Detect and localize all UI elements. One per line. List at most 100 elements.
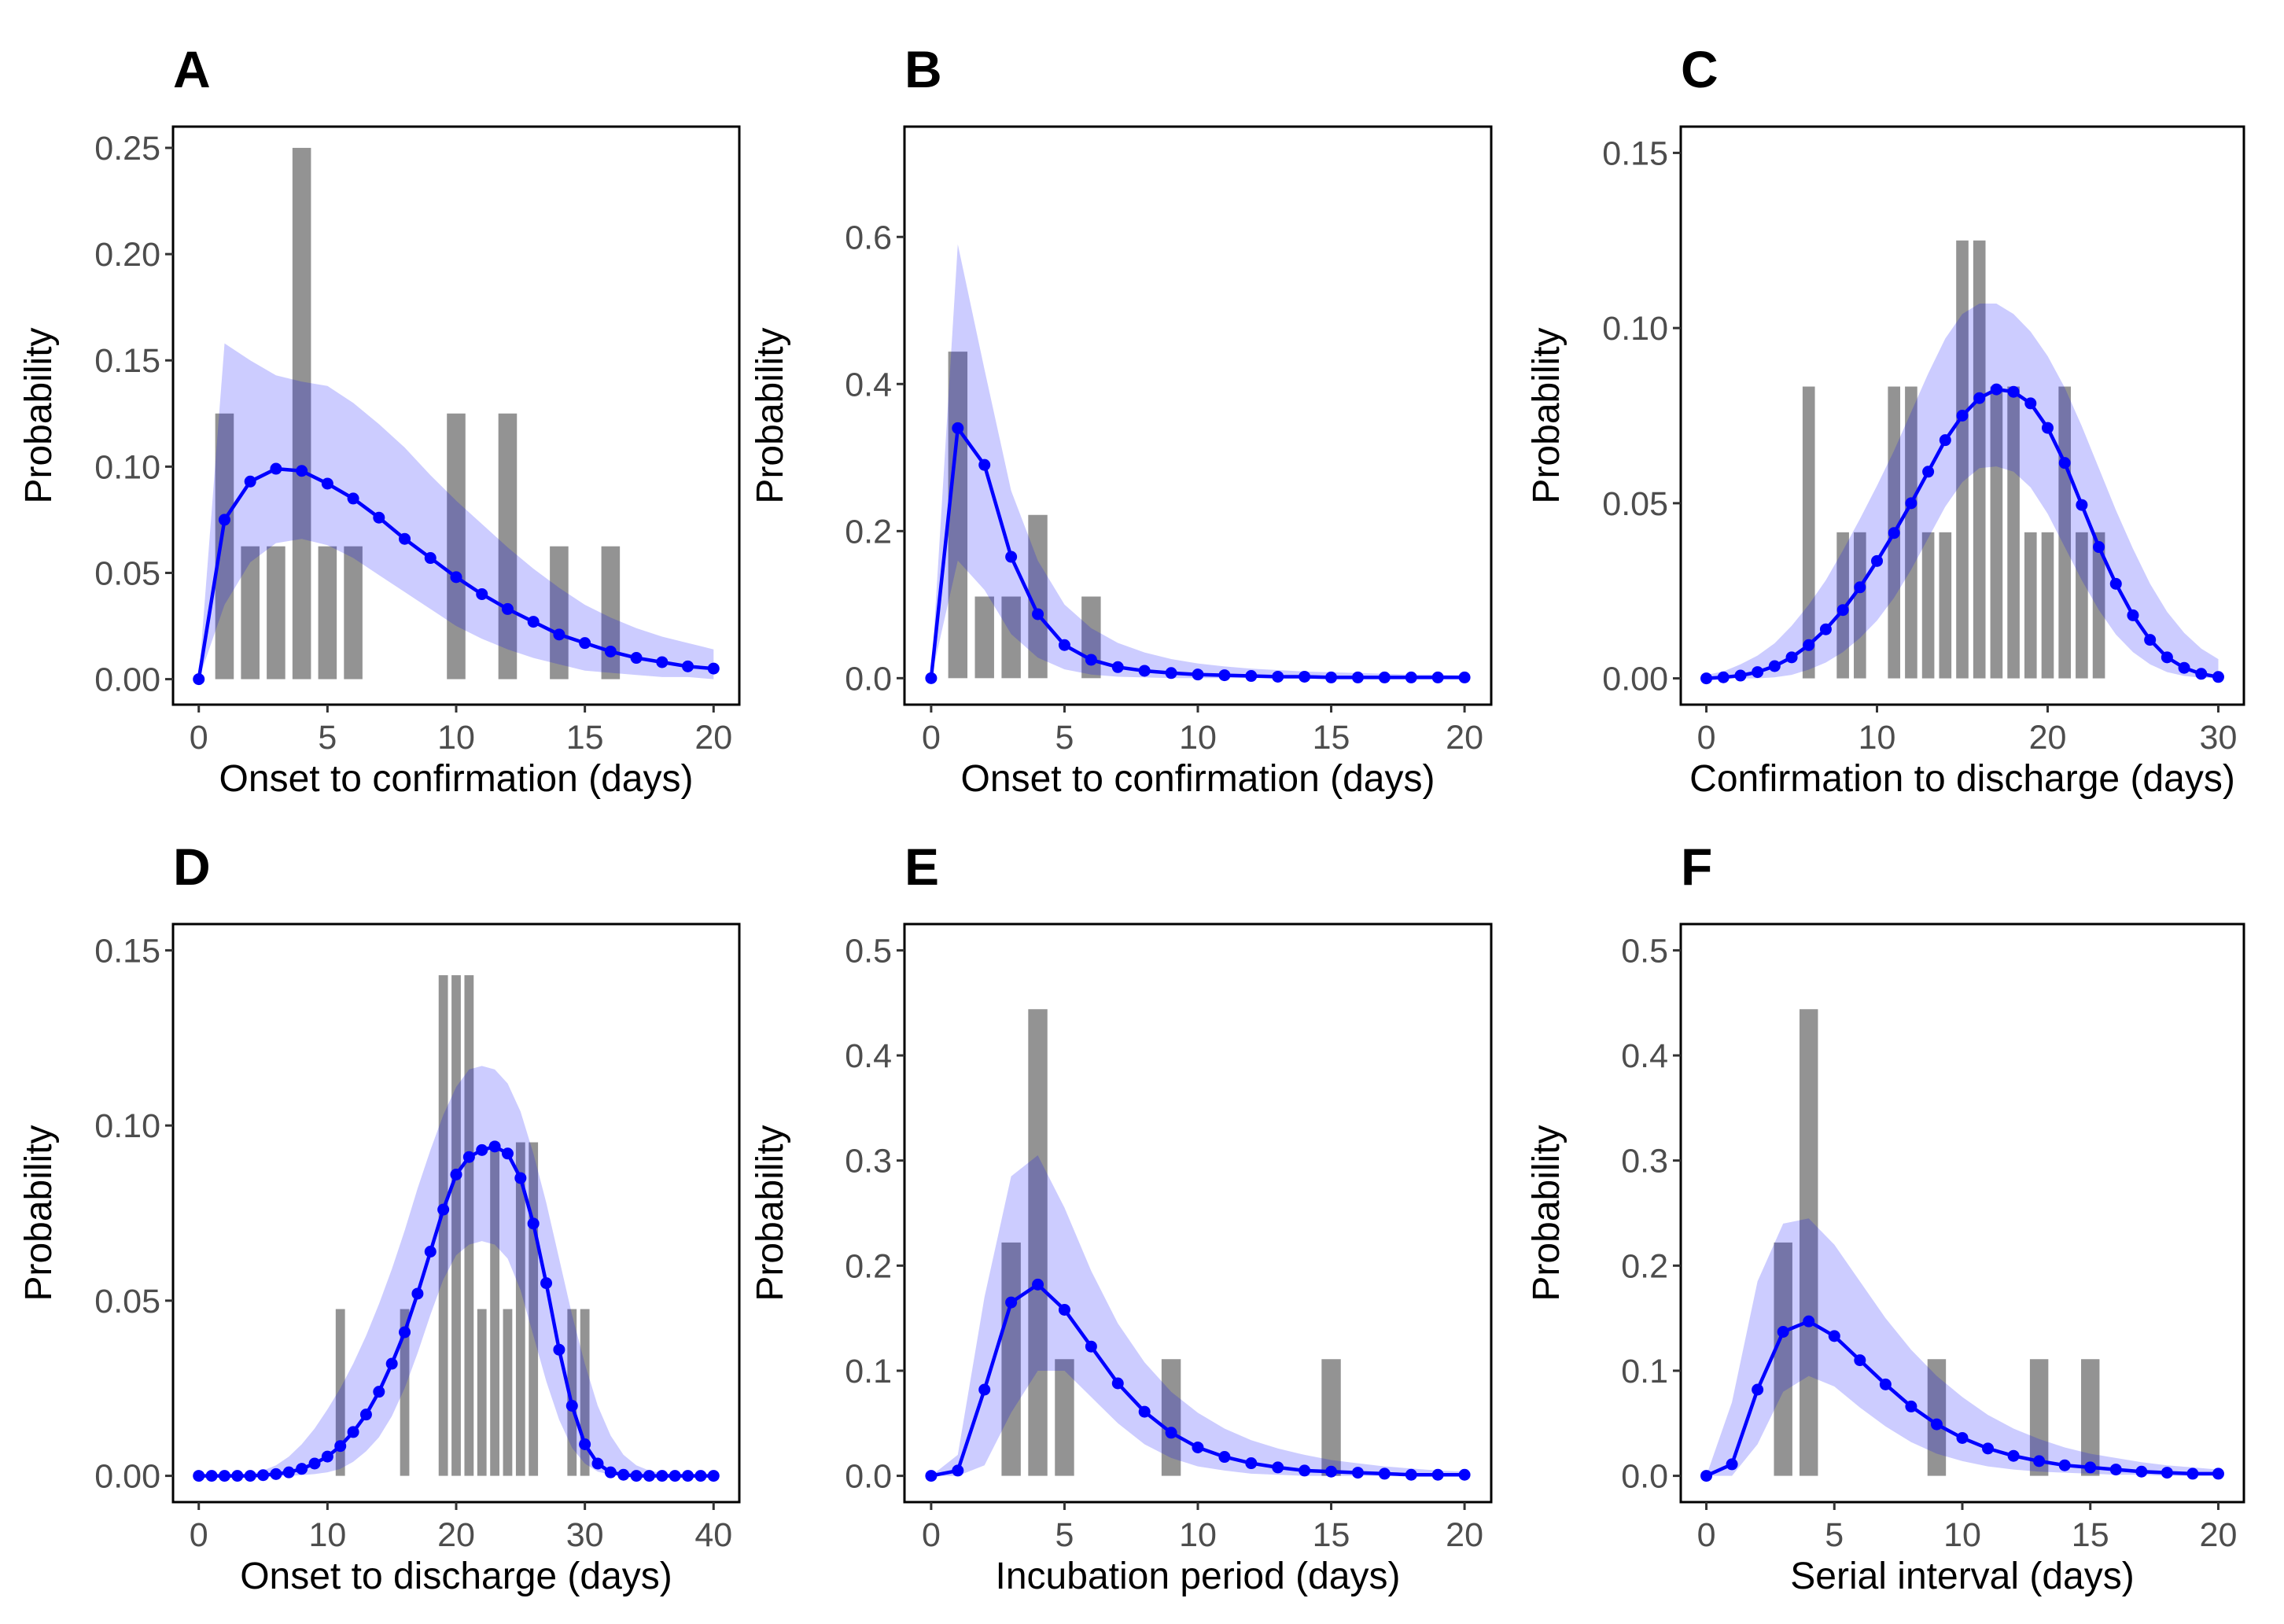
curve-point (218, 1470, 230, 1482)
histogram-bar (490, 1142, 499, 1476)
curve-point (1819, 623, 1832, 635)
curve-point (257, 1469, 270, 1482)
histogram-bar (1939, 532, 1952, 679)
curve-point (1785, 651, 1798, 664)
panel-b: B 0.0 0.2 0.4 0.6 0 5 10 15 20 Onset to confirmati… (750, 40, 1493, 800)
curve-point (656, 1470, 669, 1482)
y-axis-title: Probability (750, 327, 791, 503)
y-axis-title: Probability (18, 1125, 60, 1301)
curve-point (1905, 497, 1917, 510)
curve-point (2033, 1455, 2046, 1467)
histogram-bar (529, 1142, 539, 1476)
x-tick-label: 30 (566, 1516, 604, 1554)
histogram-bar (2081, 1359, 2100, 1476)
curve-point (501, 602, 514, 615)
y-tick-label: 0.0 (845, 660, 892, 698)
curve-point (424, 1246, 437, 1258)
x-tick-label: 20 (1446, 719, 1483, 757)
curve-point (1405, 1468, 1417, 1481)
y-tick-label: 0.2 (845, 1247, 892, 1285)
y-tick-label: 0.00 (94, 661, 160, 699)
curve-point (1085, 1340, 1097, 1353)
curve-point (1351, 1467, 1364, 1479)
x-tick-label: 10 (1179, 719, 1217, 757)
histogram-bar (1800, 1009, 1818, 1476)
y-tick-label: 0.1 (845, 1353, 892, 1390)
curve-point (1299, 1464, 1311, 1477)
curve-point (1836, 604, 1849, 617)
curve-point (579, 1438, 591, 1450)
curve-point (978, 1383, 991, 1396)
curve-point (2007, 1449, 2020, 1462)
curve-point (565, 1400, 578, 1412)
histogram-bar (2092, 532, 2105, 679)
credible-band (1706, 304, 2219, 679)
panel-e: E 0.0 0.1 0.2 0.3 0.4 0.5 0 5 10 15 20 Incubation pe… (750, 838, 1493, 1597)
curve-point (925, 672, 938, 684)
y-tick-label: 0.4 (1621, 1037, 1668, 1075)
histogram-bar (1001, 1242, 1021, 1476)
y-tick-label: 0.3 (845, 1143, 892, 1180)
curve-point (437, 1203, 450, 1216)
curve-point (1803, 1315, 1815, 1328)
x-axis-title: Onset to confirmation (days) (961, 758, 1435, 800)
curve-point (244, 1470, 256, 1482)
curve-point (2024, 397, 2037, 410)
histogram-bar (2029, 1359, 2049, 1476)
curve-point (2076, 499, 2088, 511)
curve-point (1378, 671, 1391, 683)
curve-point (1378, 1467, 1391, 1480)
panel-letter: B (904, 40, 942, 98)
curve-point (2084, 1461, 2097, 1474)
curve-point (2058, 1459, 2071, 1471)
histogram-bar (292, 148, 311, 679)
curve-point (1939, 434, 1951, 447)
x-tick-label: 5 (318, 719, 337, 757)
curve-point (553, 1343, 565, 1356)
histogram-bar (1774, 1242, 1792, 1476)
curve-point (1085, 654, 1097, 666)
panel-d: D 0.00 0.05 0.10 0.15 0 10 20 30 40 Onset to disch… (18, 838, 741, 1597)
curve-point (1828, 1330, 1840, 1342)
curve-point (193, 1470, 205, 1482)
curve-point (1325, 1465, 1338, 1478)
curve-point (591, 1457, 604, 1470)
histogram-bar (477, 1309, 487, 1476)
curve-point (682, 660, 694, 672)
histogram-bar (503, 1309, 513, 1476)
curve-point (308, 1457, 321, 1470)
histogram-bar (550, 546, 569, 679)
panel-letter: F (1681, 838, 1712, 896)
histogram-bar (438, 975, 448, 1476)
histogram-bar (451, 975, 461, 1476)
curve-point (282, 1466, 295, 1479)
curve-point (2135, 1465, 2148, 1478)
histogram-bar (2041, 532, 2054, 679)
curve-point (669, 1470, 681, 1482)
curve-point (385, 1357, 398, 1370)
curve-point (553, 628, 565, 641)
y-tick-label: 0.10 (1602, 310, 1668, 348)
curve-point (2007, 385, 2020, 398)
curve-point (1956, 410, 1969, 422)
curve-point (1871, 554, 1884, 567)
curve-point (2041, 422, 2054, 434)
histogram-bar (1321, 1359, 1341, 1476)
curve-point (488, 1140, 501, 1153)
curve-point (501, 1147, 514, 1160)
histogram-bar (1161, 1359, 1181, 1476)
x-tick-label: 15 (566, 719, 604, 757)
y-tick-label: 0.6 (845, 219, 892, 256)
curve-point (1111, 1377, 1124, 1390)
x-tick-label: 0 (1697, 1516, 1716, 1554)
curve-point (2127, 609, 2139, 621)
x-tick-label: 15 (1313, 719, 1350, 757)
curve-point (1803, 639, 1815, 651)
x-tick-label: 0 (922, 1516, 941, 1554)
curve-point (2109, 577, 2122, 590)
histogram-bar (400, 1309, 410, 1476)
x-tick-label: 0 (190, 1516, 208, 1554)
y-tick-label: 0.00 (1602, 661, 1668, 698)
curve-point (1138, 665, 1151, 677)
curve-point (1990, 383, 2002, 396)
